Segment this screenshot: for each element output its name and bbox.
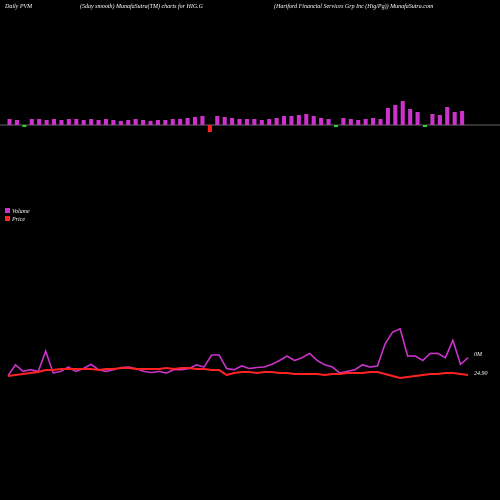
volume-bar xyxy=(192,117,198,125)
volume-bar xyxy=(178,119,183,125)
volume-bar xyxy=(215,116,220,125)
volume-bar xyxy=(244,119,249,125)
volume-bar xyxy=(363,119,368,125)
volume-bar xyxy=(319,118,324,125)
volume-bar xyxy=(66,119,71,125)
volume-bar xyxy=(7,119,12,125)
volume-bar xyxy=(141,120,146,125)
volume-bar xyxy=(126,120,131,125)
volume-bar xyxy=(118,121,123,125)
volume-bar xyxy=(230,118,235,125)
volume-bar xyxy=(170,119,175,125)
volume-bar xyxy=(22,125,27,127)
volume-bar xyxy=(341,118,346,125)
header-right: (Hartford Financial Services Grp Inc (Hi… xyxy=(274,3,434,10)
volume-bar xyxy=(304,114,309,125)
volume-bar xyxy=(14,120,19,125)
volume-bar xyxy=(155,120,160,125)
volume-bar xyxy=(326,119,331,125)
volume-bar xyxy=(415,112,420,125)
volume-bar xyxy=(74,119,79,125)
volume-bar xyxy=(52,119,57,125)
legend-swatch xyxy=(5,216,10,221)
volume-bar xyxy=(289,116,294,125)
price-line xyxy=(7,366,469,380)
volume-bar xyxy=(29,119,34,125)
volume-bar xyxy=(267,119,272,125)
volume-bar xyxy=(44,120,49,125)
volume-bar xyxy=(460,111,465,125)
volume-bar xyxy=(274,118,279,125)
volume-bar xyxy=(222,117,227,125)
volume-bar xyxy=(96,120,101,125)
volume-bar xyxy=(378,119,383,125)
volume-bar xyxy=(408,109,413,125)
volume-bar xyxy=(81,120,86,125)
volume-bar xyxy=(111,120,116,125)
volume-bar xyxy=(207,125,212,132)
header-left: Daily PVM xyxy=(4,4,33,10)
legend-label: Price xyxy=(11,217,25,223)
volume-bar xyxy=(89,119,94,125)
volume-bar xyxy=(200,116,205,125)
legend-label: Volume xyxy=(12,209,30,215)
volume-bar xyxy=(437,115,442,125)
volume-bar xyxy=(133,119,138,125)
volume-bar xyxy=(148,121,153,125)
legend-swatch xyxy=(5,208,10,213)
volume-bar xyxy=(393,105,398,125)
volume-bar xyxy=(371,118,376,125)
volume-bar xyxy=(333,125,339,127)
volume-line xyxy=(7,327,469,377)
volume-bar xyxy=(185,118,190,125)
volume-bar xyxy=(348,119,353,125)
volume-bar xyxy=(422,125,428,127)
volume-bar xyxy=(37,119,42,125)
header-center: (5day smooth) MunafaSutra(TM) charts for… xyxy=(80,3,204,10)
volume-bar xyxy=(430,114,435,125)
volume-bar xyxy=(252,119,257,125)
axis-annotation: 0M xyxy=(474,352,483,358)
volume-bar xyxy=(385,108,390,125)
volume-bar xyxy=(59,120,64,125)
axis-annotation: 24.90 xyxy=(474,370,488,377)
volume-bar xyxy=(259,120,264,125)
volume-bar xyxy=(452,112,457,125)
volume-bar xyxy=(311,116,316,125)
volume-bar xyxy=(237,119,242,125)
volume-bar xyxy=(282,116,287,125)
volume-bar xyxy=(163,120,168,125)
volume-bar xyxy=(356,120,361,125)
volume-bar xyxy=(400,101,405,125)
volume-bar xyxy=(296,115,301,125)
volume-bar xyxy=(445,107,450,125)
volume-bar xyxy=(103,119,109,125)
